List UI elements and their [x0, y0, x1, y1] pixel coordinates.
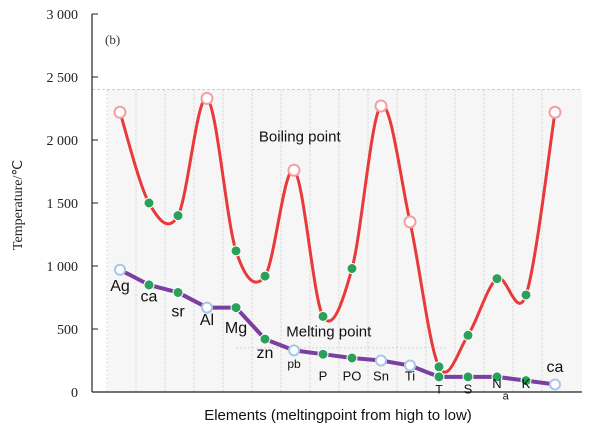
melting-point-marker	[375, 354, 387, 367]
element-label: T	[435, 382, 443, 396]
boiling-point-marker	[491, 273, 503, 285]
series-annotation: Boiling point	[259, 128, 342, 145]
element-label: sr	[171, 303, 185, 320]
boiling-point-marker	[317, 310, 329, 322]
y-tick-label: 1 500	[47, 197, 79, 212]
melting-point-marker	[462, 371, 474, 383]
element-label: Sn	[373, 369, 389, 384]
melting-point-marker	[491, 371, 503, 383]
boiling-point-marker	[143, 197, 155, 209]
melting-point-marker	[201, 301, 213, 314]
boiling-point-marker	[113, 105, 127, 119]
panel-label: (b)	[105, 32, 120, 47]
element-label: N	[492, 376, 501, 391]
boiling-point-marker	[520, 289, 532, 301]
melting-point-marker	[404, 359, 416, 372]
y-tick-label: 2 000	[47, 134, 79, 149]
boiling-point-marker	[172, 210, 184, 222]
melting-point-marker	[317, 348, 329, 360]
series-annotation: Melting point	[286, 324, 372, 341]
y-tick-label: 2 500	[47, 71, 79, 86]
element-label: Mg	[225, 320, 247, 337]
y-tick-label: 1 000	[47, 260, 79, 275]
boiling-point-marker	[230, 245, 242, 257]
boiling-point-marker	[462, 329, 474, 341]
boiling-point-marker	[403, 215, 417, 229]
melting-point-marker	[549, 378, 561, 391]
element-label: P	[319, 369, 328, 384]
y-tick-label: 0	[71, 386, 78, 401]
melting-point-marker	[259, 333, 271, 345]
boiling-point-marker	[433, 361, 445, 373]
boiling-point-marker	[346, 263, 358, 275]
melting-point-marker	[114, 263, 126, 276]
element-label: zn	[257, 345, 274, 362]
element-label: pb	[287, 357, 301, 371]
boiling-point-marker	[548, 105, 562, 119]
boiling-point-marker	[287, 163, 301, 177]
melting-point-marker	[230, 302, 242, 314]
series-line-boiling-point	[118, 96, 557, 374]
element-label: PO	[343, 369, 362, 384]
y-tick-label: 3 000	[47, 8, 79, 23]
element-label: ca	[141, 288, 158, 305]
element-label: K	[522, 376, 531, 391]
melting-point-marker	[520, 375, 532, 387]
plot-shade	[108, 89, 582, 392]
element-label: a	[503, 391, 510, 403]
melting-point-marker	[143, 279, 155, 291]
melting-point-marker	[346, 352, 358, 364]
y-tick-label: 500	[57, 323, 78, 338]
melting-point-marker	[172, 286, 184, 298]
series-line-melting-point	[118, 267, 557, 387]
x-axis-title: Elements (meltingpoint from high to low)	[204, 407, 472, 424]
element-label: ca	[547, 359, 564, 376]
element-label: Ti	[405, 369, 415, 384]
melting-point-marker	[288, 344, 300, 357]
element-label: Al	[200, 312, 214, 329]
element-label: Ag	[110, 278, 130, 295]
element-label: S	[464, 381, 473, 396]
y-axis-title: Temperature/℃	[11, 160, 26, 250]
boiling-point-marker	[259, 270, 271, 282]
boiling-point-marker	[374, 99, 388, 113]
boiling-point-marker	[200, 91, 214, 105]
melting-point-marker	[433, 371, 445, 383]
